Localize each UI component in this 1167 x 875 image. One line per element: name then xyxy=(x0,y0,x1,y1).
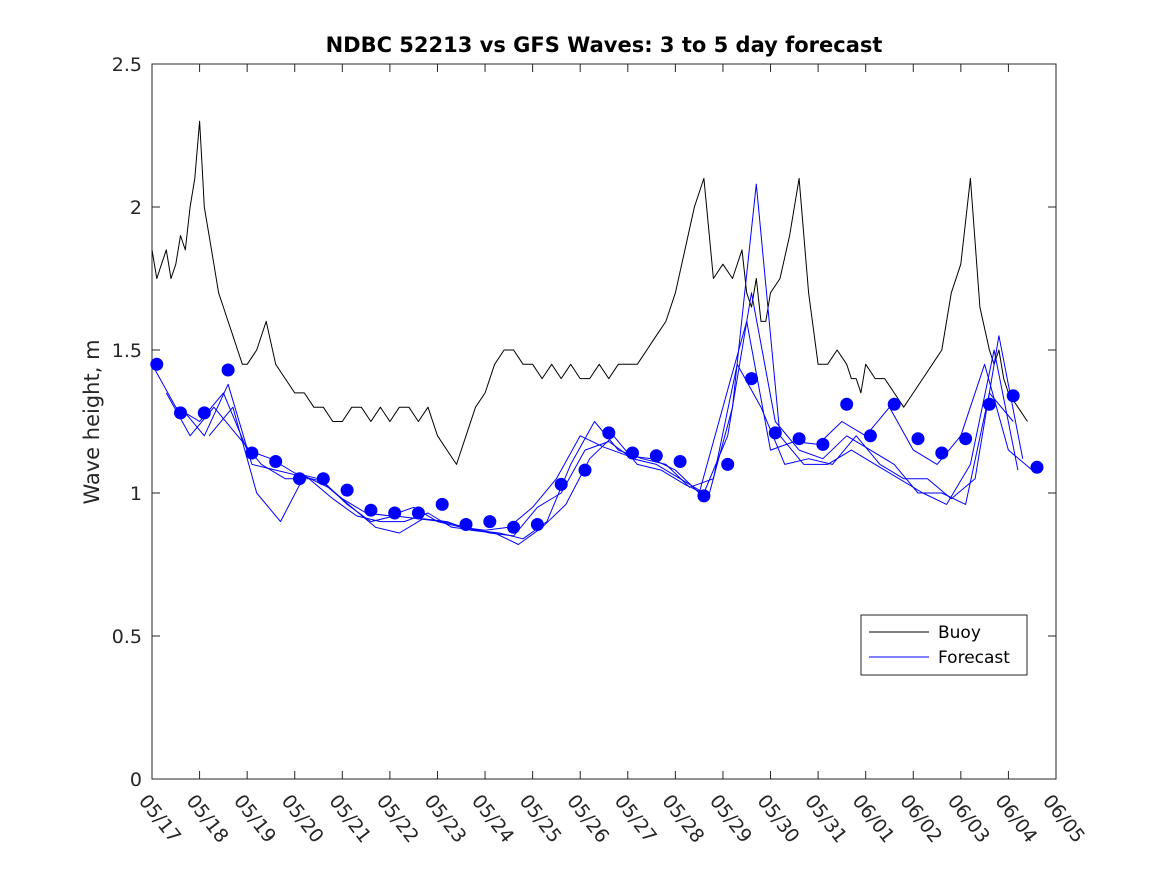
buoy-series-line xyxy=(151,120,1028,465)
forecast-marker xyxy=(459,518,473,531)
forecast-marker xyxy=(388,506,402,520)
forecast-marker xyxy=(197,406,211,420)
legend-box xyxy=(860,614,1028,676)
forecast-marker xyxy=(269,455,283,468)
forecast-markers xyxy=(150,357,1044,534)
forecast-marker xyxy=(935,446,949,460)
forecast-marker xyxy=(483,515,497,529)
forecast-marker xyxy=(673,455,687,468)
forecast-marker xyxy=(626,446,639,460)
forecast-marker xyxy=(863,429,877,443)
forecast-marker xyxy=(245,446,259,460)
forecast-marker xyxy=(316,472,330,486)
plot-area: 00.511.522.5 05/1705/1805/1905/2005/2105… xyxy=(112,54,1089,847)
legend-forecast-label: Forecast xyxy=(938,648,1010,668)
forecast-marker xyxy=(721,457,735,471)
forecast-marker xyxy=(221,363,235,377)
legend-buoy-label: Buoy xyxy=(938,623,981,643)
forecast-marker xyxy=(697,489,711,503)
forecast-marker xyxy=(411,506,425,520)
forecast-marker xyxy=(602,426,616,440)
forecast-marker xyxy=(174,406,187,420)
forecast-marker xyxy=(649,449,663,463)
y-axis-label: Wave height, m xyxy=(80,339,104,504)
forecast-marker xyxy=(578,463,592,477)
forecast-marker xyxy=(887,397,901,411)
forecast-marker xyxy=(1030,460,1044,474)
forecast-marker xyxy=(911,432,925,446)
y-tick-label: 1 xyxy=(130,483,142,505)
forecast-series-line-2 xyxy=(165,335,1024,540)
forecast-marker xyxy=(150,357,164,371)
forecast-marker xyxy=(816,437,830,451)
forecast-marker xyxy=(840,397,854,411)
forecast-marker xyxy=(293,472,306,486)
forecast-marker xyxy=(554,477,568,491)
forecast-marker xyxy=(507,520,521,534)
forecast-marker xyxy=(745,372,758,386)
y-tick-label: 0.5 xyxy=(112,626,142,648)
forecast-marker xyxy=(530,518,544,531)
forecast-marker xyxy=(364,503,378,517)
y-tick-label: 2 xyxy=(130,197,142,219)
y-axis-ticks: 0 0.5 1 1.5 2 2.5 xyxy=(112,54,1056,791)
y-tick-label: 2.5 xyxy=(112,54,142,76)
forecast-marker xyxy=(959,432,973,446)
y-tick-label: 0 xyxy=(130,769,142,791)
forecast-marker xyxy=(768,426,782,440)
y-tick-label: 1.5 xyxy=(112,340,142,362)
forecast-marker xyxy=(1006,389,1020,403)
chart-title: NDBC 52213 vs GFS Waves: 3 to 5 day fore… xyxy=(326,33,883,57)
forecast-marker xyxy=(340,483,354,497)
legend: Buoy Forecast xyxy=(860,614,1028,676)
forecast-marker xyxy=(792,432,806,446)
forecast-marker xyxy=(435,497,449,511)
forecast-marker xyxy=(982,397,996,411)
